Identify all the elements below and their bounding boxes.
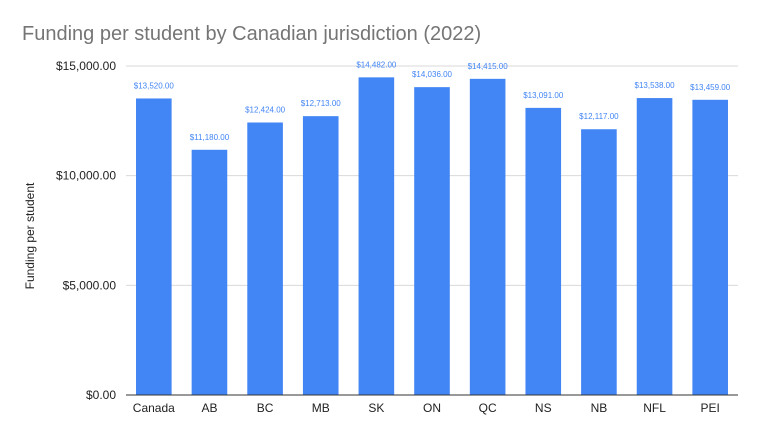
data-label-qc: $14,415.00 <box>468 62 509 71</box>
bar-pei <box>692 99 728 396</box>
x-tick-label-pei: PEI <box>701 401 720 415</box>
y-tick-label: $0.00 <box>86 388 116 402</box>
x-tick-label-mb: MB <box>312 401 330 415</box>
data-label-pei: $13,459.00 <box>690 83 731 92</box>
data-labels: $13,520.00 $11,180.00 $12,424.00 $12,713.00… <box>134 60 731 141</box>
chart-title: Funding per student by Canadian jurisdic… <box>22 23 481 45</box>
bar-sk <box>358 77 395 396</box>
bar-qc <box>469 78 506 396</box>
data-label-nb: $12,117.00 <box>579 112 619 121</box>
bars <box>136 77 728 396</box>
y-axis-label: Funding per student <box>23 182 37 289</box>
bar-ab <box>191 149 228 395</box>
data-label-ab: $11,180.00 <box>190 133 230 142</box>
x-tick-label-bc: BC <box>257 401 274 415</box>
y-tick-label: $10,000.00 <box>56 169 116 183</box>
bar-nb <box>581 129 617 395</box>
data-label-bc: $12,424.00 <box>245 106 286 115</box>
x-axis-ticks: Canada AB BC MB SK ON QC NS NB NFL PEI <box>133 401 720 415</box>
data-label-canada: $13,520.00 <box>134 81 175 90</box>
bar-bc <box>247 122 283 395</box>
x-tick-label-canada: Canada <box>133 401 175 415</box>
data-label-ns: $13,091.00 <box>523 91 564 100</box>
x-tick-label-ab: AB <box>201 401 217 415</box>
x-tick-label-sk: SK <box>368 401 384 415</box>
data-label-on: $14,036.00 <box>412 70 453 79</box>
data-label-mb: $12,713.00 <box>301 99 342 108</box>
bar-ns <box>525 107 562 396</box>
data-label-nfl: $13,538.00 <box>635 81 676 90</box>
x-tick-label-nfl: NFL <box>643 401 666 415</box>
bar-canada <box>136 98 172 395</box>
y-axis-ticks: $0.00 $5,000.00 $10,000.00 $15,000.00 <box>56 59 116 402</box>
x-tick-label-qc: QC <box>479 401 497 415</box>
x-tick-label-on: ON <box>423 401 441 415</box>
bar-nfl <box>636 98 673 396</box>
data-label-sk: $14,482.00 <box>356 60 397 69</box>
x-tick-label-ns: NS <box>535 401 552 415</box>
bar-mb <box>302 116 339 395</box>
bar-on <box>414 87 450 395</box>
y-tick-label: $15,000.00 <box>56 59 116 73</box>
y-tick-label: $5,000.00 <box>63 278 117 292</box>
x-tick-label-nb: NB <box>591 401 608 415</box>
